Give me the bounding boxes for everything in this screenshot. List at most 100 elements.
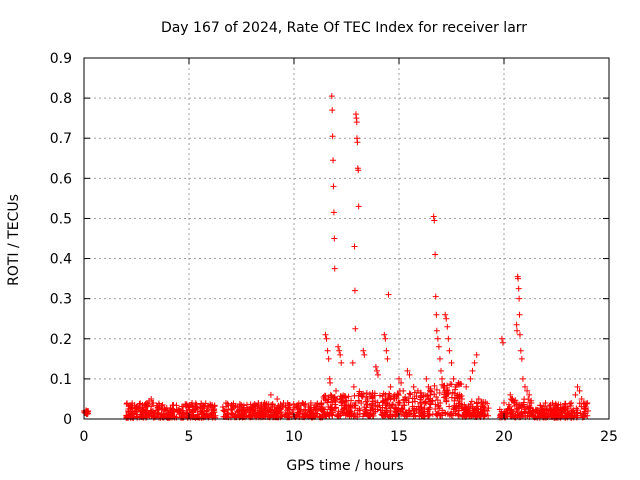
data-point [413,407,420,414]
data-point [384,396,391,403]
data-point [379,412,386,419]
data-point [153,407,160,414]
data-point [550,404,557,411]
data-point [469,367,476,374]
data-point [398,406,405,413]
data-point [498,335,505,342]
data-point [474,411,481,418]
data-point [358,391,365,398]
data-point [384,355,391,362]
data-point [398,379,405,386]
data-point [448,359,455,366]
y-tick-label: 0.5 [50,211,72,227]
data-point [150,399,157,406]
data-point [582,400,589,407]
data-point [568,399,575,406]
data-point [516,331,523,338]
data-point [351,243,358,250]
data-point [267,391,274,398]
data-point [478,408,485,415]
data-point [425,412,432,419]
data-point [432,401,439,408]
data-point [521,406,528,413]
data-points [81,93,591,421]
y-tick-labels: 0 0.1 0.2 0.3 0.4 0.5 0.6 0.7 0.8 0.9 [50,51,72,428]
data-point [547,406,554,413]
data-point [84,411,91,418]
data-point [377,407,384,414]
data-point [576,387,583,394]
data-point [519,375,526,382]
data-point [528,411,535,418]
data-point [328,93,335,100]
data-point [249,403,255,410]
data-point [430,213,437,220]
data-point [361,404,368,411]
data-point [329,107,336,114]
x-tick-label: 25 [600,429,618,445]
data-point [390,401,397,408]
data-point [532,407,539,414]
data-point [333,387,339,394]
data-point [439,375,446,382]
data-point [327,379,334,386]
data-point [434,335,441,342]
data-point [201,402,208,409]
data-point [524,412,531,419]
data-point [360,347,367,354]
data-point [362,410,369,417]
data-point [557,405,564,412]
x-tick-label: 20 [495,429,513,445]
data-point [320,406,327,413]
data-point [405,395,412,402]
data-point [467,375,474,382]
data-point [142,400,149,407]
data-point [400,397,407,404]
data-point [466,412,473,419]
data-point [177,407,184,414]
data-point [167,405,174,412]
y-tick-label: 0.7 [50,131,72,147]
data-point [335,343,342,350]
data-point [244,406,251,413]
data-point [274,395,281,402]
data-point [411,389,418,396]
data-point [514,327,521,334]
data-point [349,359,356,366]
data-point [308,406,315,413]
data-point [396,375,402,382]
data-point [571,411,578,418]
data-point [453,392,460,399]
data-point [345,408,352,415]
data-point [222,399,229,406]
data-point [422,392,429,399]
data-point [562,400,569,407]
data-point [484,407,491,414]
data-point [457,400,464,407]
data-point [436,355,443,362]
data-point [228,405,234,412]
data-point [585,407,591,414]
data-point [171,408,178,415]
data-point [352,399,359,406]
data-point [324,410,331,417]
data-point [330,157,337,164]
data-point [379,393,386,400]
data-point [522,383,528,390]
data-point [454,411,461,418]
data-point [331,265,338,272]
data-point [375,371,381,378]
y-tick-label: 0.8 [50,91,72,107]
data-point [417,394,424,401]
data-point [551,407,558,414]
data-point [380,398,387,405]
data-point [277,406,284,413]
data-point [329,407,336,414]
data-point [441,382,448,389]
data-point [170,406,177,413]
data-point [355,167,362,174]
data-point [350,383,357,390]
data-point [363,389,370,396]
data-point [327,391,334,398]
